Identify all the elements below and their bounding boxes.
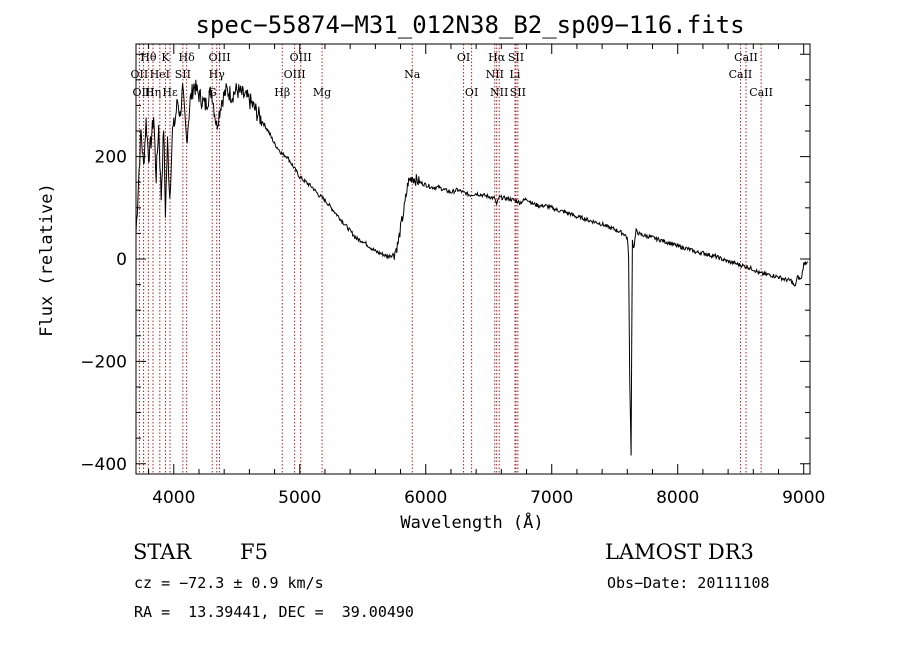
line-label-1: OII — [131, 68, 149, 81]
line-label-14: OIII — [284, 68, 306, 81]
coordinates-text: RA = 13.39441, DEC = 39.00490 — [134, 603, 414, 621]
line-label-12: Hβ — [274, 86, 290, 99]
line-label-11: G — [208, 86, 217, 99]
object-class-label: STAR — [133, 540, 192, 564]
line-label-7: Hδ — [179, 51, 196, 64]
survey-label: LAMOST DR3 — [605, 540, 754, 564]
line-label-2: OIII — [133, 86, 155, 99]
line-label-10: Hγ — [209, 68, 226, 81]
y-tick-label-1: −200 — [80, 352, 127, 372]
line-label-4: HeI — [150, 68, 170, 81]
x-axis-label: Wavelength (Å) — [400, 511, 543, 533]
line-label-20: NII — [486, 68, 504, 81]
y-axis-label: Flux (relative) — [37, 183, 57, 337]
line-label-3: K — [161, 51, 170, 64]
chart-title: spec−55874−M31_012N38_B2_sp09−116.fits — [195, 11, 744, 39]
line-label-27: CaII — [749, 86, 773, 99]
emission-line-labels: Hθ OII OIII K HeI Hη Hε Hδ SII OIII Hγ G Hβ OIII OIII M… — [131, 51, 773, 99]
line-label-21: NII — [490, 86, 508, 99]
emission-line-markers — [138, 44, 762, 474]
line-label-26: CaII — [729, 68, 753, 81]
line-label-19: Hα — [488, 51, 506, 64]
x-tick-label-1: 5000 — [278, 488, 321, 508]
line-label-17: OI — [457, 51, 470, 64]
line-label-0: Hθ — [140, 51, 157, 64]
x-tick-label-3: 7000 — [530, 488, 573, 508]
line-label-24: SII — [510, 86, 526, 99]
x-tick-label-0: 4000 — [152, 488, 195, 508]
observation-date-text: Obs−Date: 20111108 — [607, 574, 770, 592]
redshift-velocity-text: cz = −72.3 ± 0.9 km/s — [134, 574, 324, 592]
y-tick-label-3: 200 — [95, 148, 127, 168]
y-tick-label-0: −400 — [80, 455, 127, 475]
line-label-13: OIII — [290, 51, 312, 64]
plot-frame — [135, 43, 811, 475]
y-axis-ticks: −400 −200 0 200 — [80, 53, 810, 475]
line-label-6: Hε — [162, 86, 178, 99]
line-label-9: OIII — [208, 51, 230, 64]
x-tick-label-2: 6000 — [404, 488, 447, 508]
line-label-22: SII — [508, 51, 524, 64]
line-label-16: Na — [404, 68, 421, 81]
line-label-15: Mg — [313, 86, 331, 99]
line-label-8: SII — [175, 68, 191, 81]
spectrum-series-line — [135, 79, 808, 456]
line-label-23: Li — [510, 68, 521, 81]
line-label-5: Hη — [145, 86, 161, 99]
x-tick-label-4: 8000 — [656, 488, 699, 508]
y-tick-label-2: 0 — [116, 250, 127, 270]
line-label-18: OI — [465, 86, 478, 99]
x-axis-ticks: 4000 5000 6000 7000 8000 9000 — [148, 44, 825, 508]
object-subclass-label: F5 — [240, 540, 268, 564]
x-tick-label-5: 9000 — [782, 488, 825, 508]
line-label-25: CaII — [734, 51, 758, 64]
